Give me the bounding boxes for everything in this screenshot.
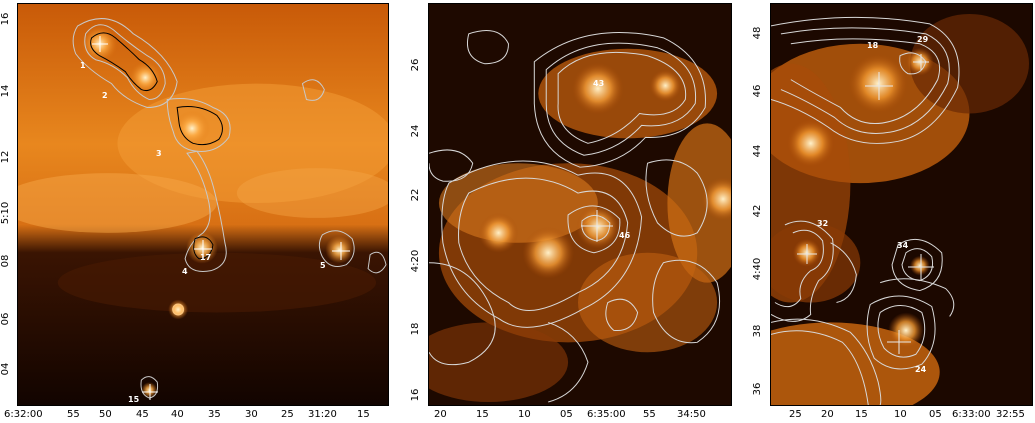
right-xtick-0: 25: [789, 409, 802, 420]
left-xtick-3: 45: [136, 409, 149, 420]
right-ytick-4: 4:40: [752, 257, 763, 281]
right-xtick-1: 20: [821, 409, 834, 420]
right-xtick-2: 15: [855, 409, 868, 420]
right-panel: 18 29 32 34 24: [770, 3, 1033, 406]
middle-ytick-0: 26: [410, 58, 421, 72]
right-crosshairs: [797, 54, 934, 354]
left-xtick-1: 55: [67, 409, 80, 420]
middle-xtick-2: 10: [518, 409, 531, 420]
left-xtick-9: 15: [357, 409, 370, 420]
source-label-17: 17: [200, 253, 212, 262]
left-crosshairs: [92, 36, 350, 400]
middle-xtick-0: 20: [434, 409, 447, 420]
source-label-18: 18: [867, 41, 879, 50]
right-xtick-3: 10: [894, 409, 907, 420]
source-label-29: 29: [917, 35, 929, 44]
left-xtick-5: 35: [208, 409, 221, 420]
right-ytick-5: 38: [752, 324, 763, 338]
right-ytick-0: 48: [752, 26, 763, 40]
middle-xtick-1: 15: [476, 409, 489, 420]
middle-infrared-image: [429, 4, 731, 405]
source-label-43: 43: [593, 79, 605, 88]
left-ytick-3: 5:10: [0, 201, 11, 225]
middle-xtick-5: 55: [643, 409, 656, 420]
left-infrared-image: [18, 4, 388, 405]
left-ytick-6: 04: [0, 362, 11, 376]
left-ytick-5: 06: [0, 312, 11, 326]
left-xtick-0: 6:32:00: [4, 409, 43, 420]
source-label-24: 24: [915, 365, 927, 374]
middle-crosshairs: [581, 210, 613, 242]
source-label-34: 34: [897, 241, 909, 250]
source-label-2: 2: [102, 91, 108, 100]
middle-xtick-6: 34:50: [677, 409, 706, 420]
middle-ytick-2: 22: [410, 188, 421, 202]
right-ytick-2: 44: [752, 144, 763, 158]
middle-xtick-3: 05: [560, 409, 573, 420]
left-panel: 1 2 3 4 17 5 15: [17, 3, 389, 406]
source-label-15: 15: [128, 395, 140, 404]
middle-panel: 43 46: [428, 3, 732, 406]
left-ytick-1: 14: [0, 84, 11, 98]
middle-ytick-3: 4:20: [410, 249, 421, 273]
left-xtick-2: 50: [99, 409, 112, 420]
source-label-4: 4: [182, 267, 188, 276]
left-xtick-7: 25: [281, 409, 294, 420]
middle-ytick-4: 18: [410, 322, 421, 336]
left-ytick-4: 08: [0, 254, 11, 268]
right-ytick-6: 36: [752, 382, 763, 396]
middle-ytick-5: 16: [410, 388, 421, 402]
right-infrared-image: [771, 4, 1032, 405]
left-xtick-8: 31:20: [308, 409, 337, 420]
source-label-46: 46: [619, 231, 631, 240]
right-xtick-5: 6:33:00: [952, 409, 991, 420]
source-label-1: 1: [80, 61, 86, 70]
left-ytick-0: 16: [0, 12, 11, 26]
right-xtick-6: 32:55: [996, 409, 1025, 420]
right-xtick-4: 05: [929, 409, 942, 420]
left-ytick-2: 12: [0, 150, 11, 164]
source-label-5: 5: [320, 261, 326, 270]
source-label-32: 32: [817, 219, 829, 228]
left-xtick-4: 40: [171, 409, 184, 420]
middle-xtick-4: 6:35:00: [587, 409, 626, 420]
left-xtick-6: 30: [245, 409, 258, 420]
right-ytick-3: 42: [752, 204, 763, 218]
right-ytick-1: 46: [752, 84, 763, 98]
middle-ytick-1: 24: [410, 124, 421, 138]
source-label-3: 3: [156, 149, 162, 158]
